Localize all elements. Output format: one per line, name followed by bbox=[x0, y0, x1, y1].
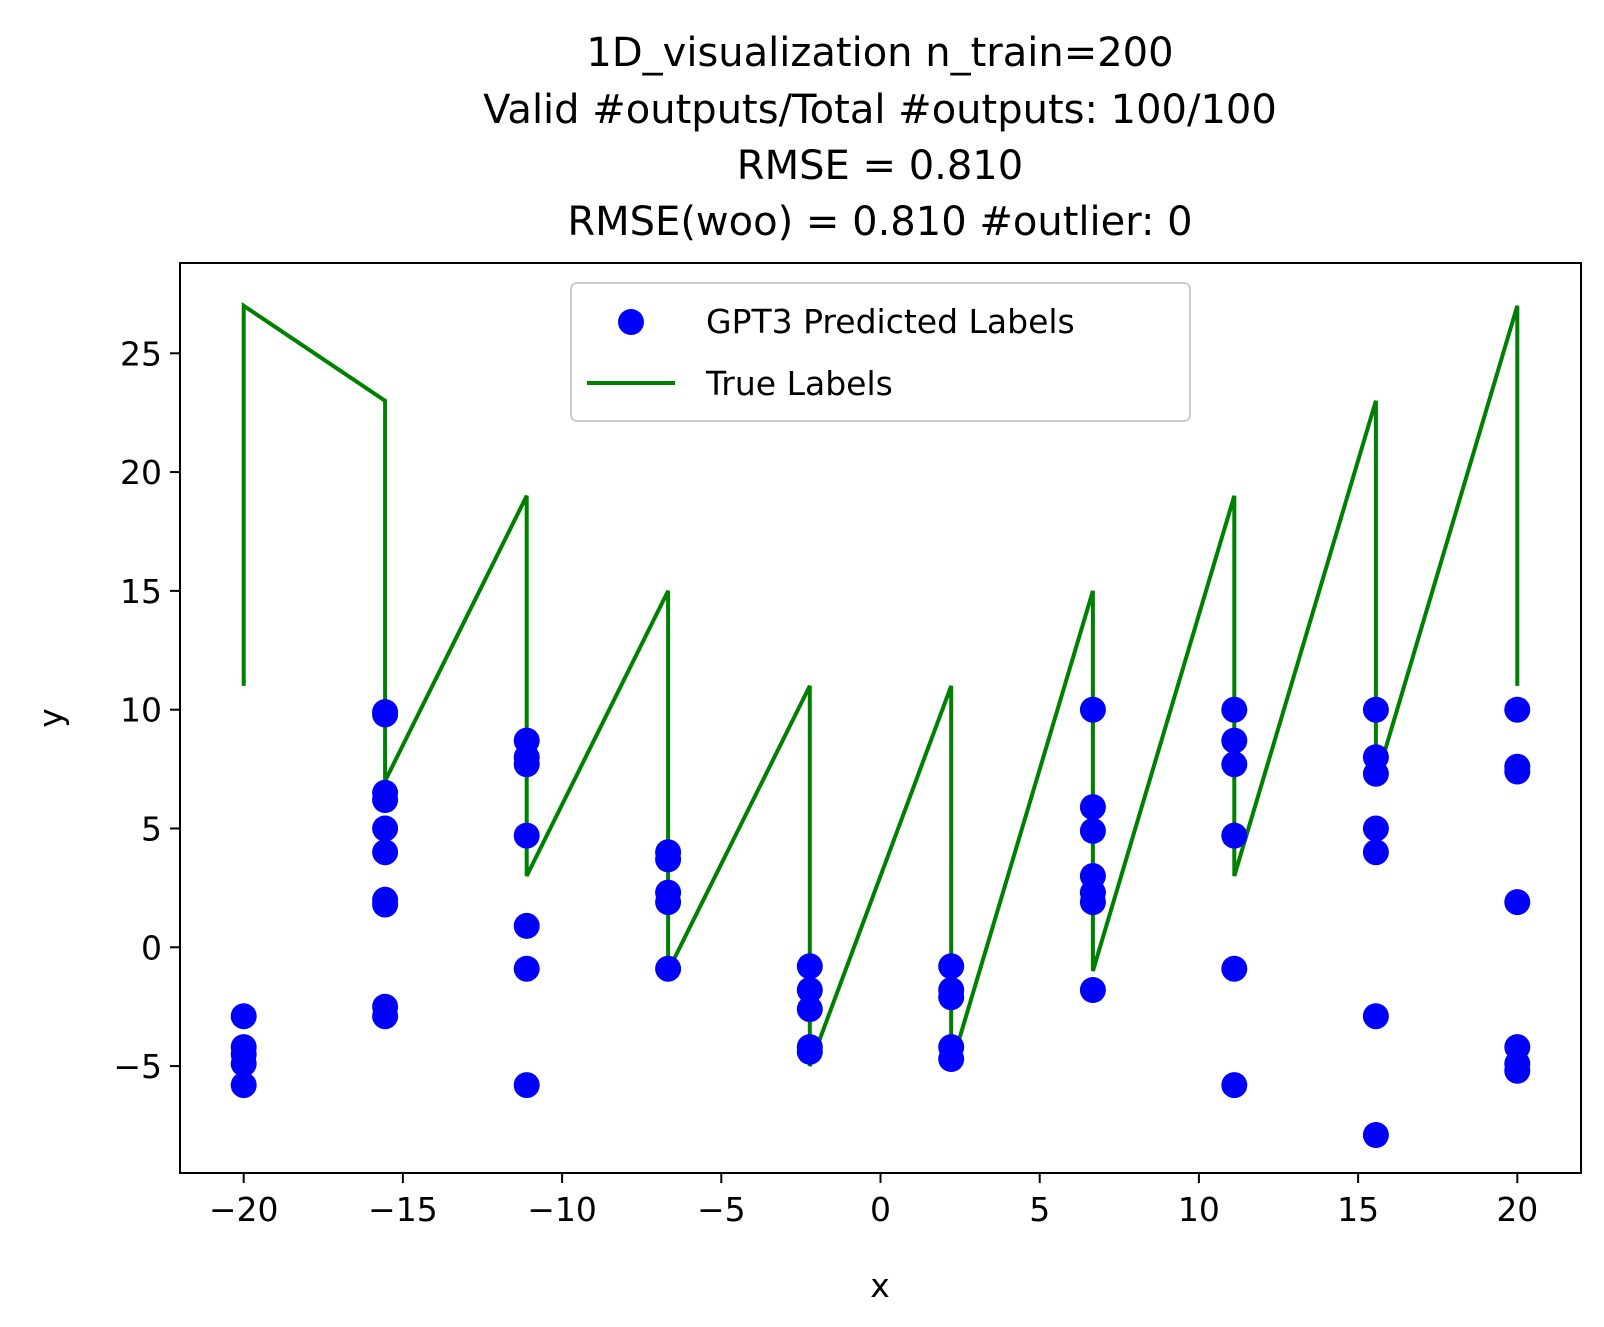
scatter-point bbox=[1362, 1122, 1389, 1148]
y-tick-label: 15 bbox=[120, 572, 162, 611]
scatter-point bbox=[372, 787, 399, 813]
scatter-point bbox=[1221, 727, 1248, 754]
scatter-point bbox=[1504, 1057, 1531, 1084]
scatter-point bbox=[796, 1038, 823, 1065]
scatter-point bbox=[1362, 760, 1389, 787]
y-tick-label: 20 bbox=[120, 453, 162, 492]
x-axis-label: x bbox=[870, 1266, 890, 1305]
scatter-point bbox=[1504, 758, 1531, 785]
scatter-point bbox=[513, 912, 540, 939]
x-tick-label: 15 bbox=[1337, 1190, 1379, 1229]
scatter-point bbox=[230, 1072, 257, 1099]
scatter-point bbox=[1079, 696, 1106, 723]
x-tick-label: −5 bbox=[697, 1190, 746, 1229]
x-tick-label: 20 bbox=[1496, 1190, 1538, 1229]
scatter-point bbox=[1362, 839, 1389, 866]
scatter-point bbox=[513, 751, 540, 778]
legend-label-true: True Labels bbox=[705, 364, 893, 403]
series-line-true-labels bbox=[241, 302, 1520, 1067]
y-tick-label: 0 bbox=[141, 928, 162, 967]
title-line-3: RMSE = 0.810 bbox=[737, 143, 1023, 189]
scatter-point bbox=[1079, 817, 1106, 844]
scatter-point bbox=[372, 1003, 399, 1030]
x-tick-label: −10 bbox=[527, 1190, 597, 1229]
scatter-point bbox=[1362, 1003, 1389, 1030]
scatter-point bbox=[938, 953, 965, 980]
scatter-point bbox=[796, 953, 823, 980]
title-line-2: Valid #outputs/Total #outputs: 100/100 bbox=[483, 87, 1277, 133]
plot-frame bbox=[179, 262, 1582, 1174]
scatter-point bbox=[1221, 1072, 1248, 1099]
title-line-4: RMSE(woo) = 0.810 #outlier: 0 bbox=[567, 199, 1192, 245]
scatter-point bbox=[372, 839, 399, 866]
scatter-point bbox=[230, 1050, 257, 1077]
x-axis-ticks: −20 −15 −10 −5 0 5 10 15 20 bbox=[209, 1173, 1538, 1229]
scatter-point bbox=[1221, 955, 1248, 982]
scatter-point bbox=[655, 889, 682, 916]
scatter-point bbox=[372, 891, 399, 918]
scatter-point bbox=[1362, 815, 1389, 842]
x-tick-label: −15 bbox=[368, 1190, 438, 1229]
y-tick-label: 5 bbox=[141, 809, 162, 848]
scatter-point bbox=[1221, 696, 1248, 723]
scatter-point bbox=[938, 1046, 965, 1072]
scatter-point bbox=[513, 955, 540, 982]
scatter-point bbox=[1079, 977, 1106, 1003]
y-axis-label: y bbox=[31, 708, 70, 728]
scatter-point bbox=[230, 1003, 257, 1030]
legend: GPT3 Predicted Labels True Labels bbox=[570, 282, 1191, 422]
title-line-1: 1D_visualization n_train=200 bbox=[586, 30, 1173, 76]
x-tick-label: 5 bbox=[1029, 1190, 1050, 1229]
plot-marks bbox=[230, 302, 1531, 1148]
x-tick-label: 0 bbox=[870, 1190, 891, 1229]
legend-box bbox=[570, 282, 1191, 422]
scatter-point bbox=[1079, 889, 1106, 916]
scatter-point bbox=[372, 699, 399, 726]
scatter-point bbox=[938, 984, 965, 1011]
scatter-point bbox=[1221, 751, 1248, 778]
y-tick-label: 25 bbox=[120, 334, 162, 373]
scatter-point bbox=[796, 996, 823, 1023]
chart-title: 1D_visualization n_train=200 Valid #outp… bbox=[483, 30, 1277, 245]
x-tick-label: −20 bbox=[209, 1190, 279, 1229]
scatter-point bbox=[513, 1072, 540, 1099]
scatter-point bbox=[1221, 822, 1248, 849]
scatter-point bbox=[655, 955, 682, 982]
x-tick-label: 10 bbox=[1178, 1190, 1220, 1229]
scatter-point bbox=[1504, 889, 1531, 916]
scatter-point bbox=[513, 822, 540, 849]
scatter-point bbox=[796, 977, 823, 1003]
y-tick-label: −5 bbox=[113, 1047, 162, 1086]
legend-scatter-marker bbox=[618, 309, 644, 335]
scatter-point bbox=[1362, 696, 1389, 723]
legend-label-predicted: GPT3 Predicted Labels bbox=[706, 302, 1075, 341]
y-tick-label: 10 bbox=[120, 691, 162, 730]
scatter-point bbox=[1504, 696, 1531, 723]
y-axis-ticks: −5 0 5 10 15 20 25 bbox=[113, 334, 180, 1086]
scatter-point bbox=[1079, 794, 1106, 821]
scatter-point bbox=[655, 846, 682, 873]
scatter-point bbox=[372, 815, 399, 842]
